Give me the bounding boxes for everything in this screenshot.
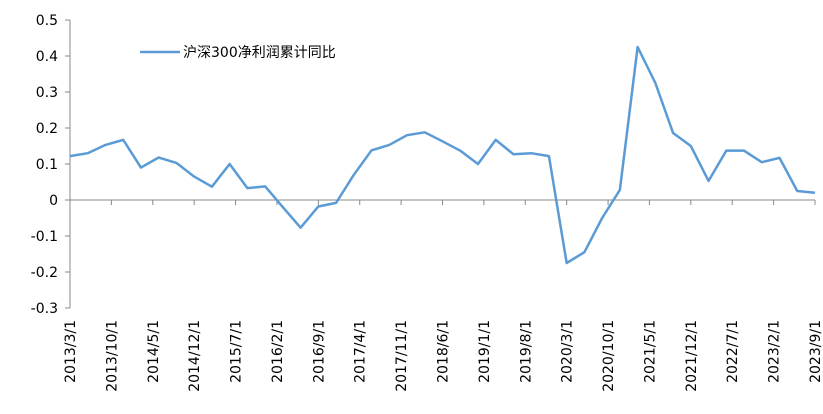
y-tick-label: -0.1 [31, 229, 58, 245]
x-tick-label: 2021/5/1 [642, 320, 658, 383]
x-tick-label: 2020/3/1 [560, 320, 576, 383]
x-tick-label: 2017/11/1 [394, 320, 410, 392]
y-tick-label: -0.3 [31, 301, 58, 317]
x-tick-label: 2022/7/1 [725, 320, 741, 383]
x-tick-label: 2013/3/1 [63, 320, 79, 383]
x-tick-label: 2019/1/1 [477, 320, 493, 383]
y-tick-label: 0.1 [36, 157, 58, 173]
x-tick-label: 2016/9/1 [311, 320, 327, 383]
x-tick-label: 2014/5/1 [146, 320, 162, 383]
x-tick-label: 2021/12/1 [684, 320, 700, 392]
legend-label: 沪深300净利润累计同比 [183, 45, 336, 61]
y-tick-label: 0.2 [36, 121, 58, 137]
x-tick-label: 2015/7/1 [229, 320, 245, 383]
y-tick-label: -0.2 [31, 265, 58, 281]
x-tick-label: 2014/12/1 [187, 320, 203, 392]
y-tick-label: 0 [49, 193, 58, 209]
y-tick-label: 0.4 [36, 49, 58, 65]
x-tick-label: 2019/8/1 [518, 320, 534, 383]
x-tick-label: 2023/9/1 [808, 320, 823, 383]
x-tick-label: 2023/2/1 [767, 320, 783, 383]
x-tick-label: 2013/10/1 [104, 320, 120, 392]
x-tick-label: 2016/2/1 [270, 320, 286, 383]
x-tick-label: 2017/4/1 [353, 320, 369, 383]
line [69, 45, 816, 265]
x-tick-label: 2020/10/1 [601, 320, 617, 392]
x-tick-label: 2018/6/1 [436, 320, 452, 383]
y-tick-label: 0.5 [36, 13, 58, 29]
y-tick-label: 0.3 [36, 85, 58, 101]
